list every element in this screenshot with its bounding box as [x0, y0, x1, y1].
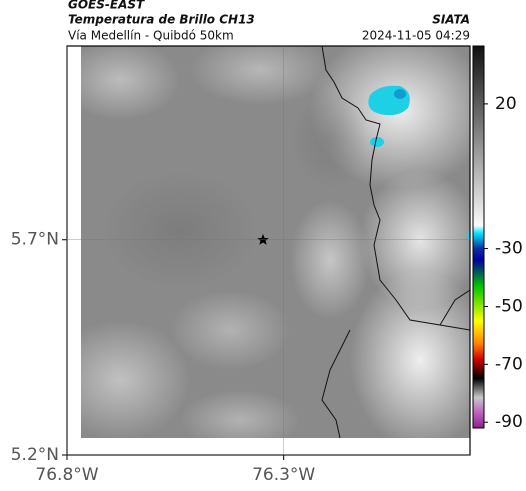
lat-tick-label: 5.7°N	[11, 230, 59, 250]
colorbar-tick-label: -30	[495, 239, 523, 259]
satellite-image	[81, 46, 470, 438]
colorbar	[472, 45, 485, 429]
colorbar-tick-label: -70	[495, 354, 523, 374]
colorbar-tick-label: 20	[495, 94, 517, 114]
lat-tick-label: 5.2°N	[11, 445, 59, 465]
subtitle: Temperatura de Brillo CH13	[68, 13, 255, 27]
lon-tick-label: 76.3°W	[252, 465, 315, 485]
colorbar-tick-label: -90	[495, 412, 523, 432]
lon-tick-label: 76.8°W	[35, 465, 98, 485]
org: SIATA	[432, 13, 470, 27]
timestamp: 2024-11-05 04:29	[362, 29, 470, 43]
route: Vía Medellín - Quibdó 50km	[68, 29, 234, 43]
colorbar-tick-label: -50	[495, 296, 523, 316]
location-marker	[257, 234, 269, 245]
title: GOES-EAST	[68, 0, 145, 12]
